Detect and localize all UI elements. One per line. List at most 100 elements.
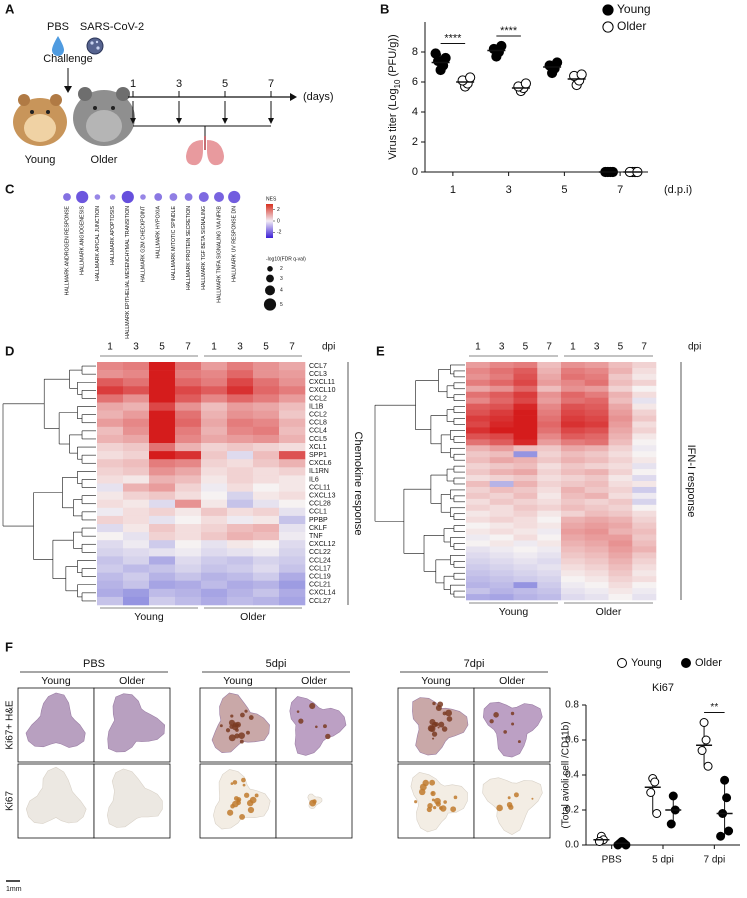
heatmap-cell bbox=[466, 552, 491, 559]
y-axis-label: Virus titer (Log10 (PFU/g)) bbox=[387, 34, 402, 159]
row-label: Ki67+ H&E bbox=[5, 700, 16, 750]
hamster-ear bbox=[116, 87, 130, 101]
row-label: CCL2 bbox=[309, 395, 327, 402]
heatmap-cell bbox=[466, 582, 491, 589]
heatmap-cell bbox=[584, 546, 609, 553]
stained-spot bbox=[296, 710, 300, 713]
column-axis-label: dpi bbox=[322, 342, 335, 353]
heatmap-cell bbox=[632, 486, 657, 494]
heatmap-cell bbox=[632, 510, 657, 517]
heatmap-cell bbox=[561, 403, 586, 410]
heatmap-cell bbox=[632, 576, 657, 583]
heatmap-cell bbox=[584, 379, 609, 387]
heatmap-cell bbox=[489, 379, 514, 387]
heatmap-cell bbox=[489, 540, 514, 547]
heatmap-cell bbox=[227, 475, 254, 484]
heatmap-cell bbox=[201, 499, 228, 509]
row-label: CCL4 bbox=[309, 428, 327, 435]
heatmap-cell bbox=[227, 491, 254, 500]
stained-spot bbox=[511, 722, 515, 726]
row-label: SPP1 bbox=[309, 452, 327, 459]
heatmap-cell bbox=[123, 418, 150, 428]
heatmap-cell bbox=[253, 459, 280, 468]
heatmap-cell bbox=[608, 540, 633, 547]
legend-label: Older bbox=[617, 19, 646, 33]
column-label: 1 bbox=[570, 342, 576, 353]
heatmap-cell bbox=[632, 451, 657, 458]
heatmap-cell bbox=[466, 379, 491, 387]
stained-spot bbox=[496, 804, 503, 812]
heatmap-cell bbox=[175, 572, 202, 581]
group-label: 5dpi bbox=[266, 658, 287, 670]
day-label: 7 bbox=[268, 78, 274, 90]
row-label: CCL1 bbox=[309, 509, 327, 516]
heatmap-cell bbox=[123, 548, 150, 557]
heatmap-cell bbox=[632, 463, 657, 470]
heatmap-cell bbox=[149, 386, 176, 395]
x-tick-label: 5 bbox=[561, 184, 567, 196]
heatmap-cell bbox=[489, 403, 514, 410]
column-label: Young bbox=[223, 675, 253, 687]
heatmap-cell bbox=[123, 580, 150, 590]
row-label: CCL17 bbox=[309, 565, 331, 572]
heatmap-cell bbox=[513, 552, 538, 559]
heatmap-cell bbox=[561, 588, 586, 595]
group-label: Young bbox=[134, 611, 164, 623]
heatmap-cell bbox=[201, 475, 228, 484]
heatmap-cell bbox=[149, 378, 176, 387]
heatmap-cell bbox=[561, 427, 586, 434]
heatmap-cell bbox=[608, 564, 633, 571]
heatmap-cell bbox=[489, 445, 514, 452]
stained-spot bbox=[241, 777, 246, 783]
tissue-section bbox=[106, 768, 163, 828]
heatmap-cell bbox=[561, 594, 586, 601]
heatmap-cell bbox=[608, 486, 633, 494]
heatmap-cell bbox=[584, 362, 609, 369]
heatmap-cell bbox=[489, 486, 514, 494]
heatmap-cell bbox=[537, 492, 562, 500]
heatmap-cell bbox=[608, 522, 633, 529]
heatmap-cell bbox=[608, 379, 633, 387]
heatmap-cell bbox=[513, 558, 538, 565]
heatmap-cell bbox=[201, 451, 228, 460]
arrow-head bbox=[290, 93, 297, 101]
stained-spot bbox=[438, 721, 445, 728]
heatmap-cell bbox=[253, 370, 280, 379]
heatmap-cell bbox=[279, 426, 306, 436]
stained-spot bbox=[443, 800, 447, 804]
heatmap-cell bbox=[608, 403, 633, 410]
heatmap-cell bbox=[201, 564, 228, 573]
heatmap-cell bbox=[227, 378, 254, 387]
row-label: TNF bbox=[309, 533, 323, 540]
heatmap-cell bbox=[537, 439, 562, 446]
heatmap-cell bbox=[201, 515, 228, 525]
heatmap-cell bbox=[253, 580, 280, 590]
heatmap-cell bbox=[513, 397, 538, 404]
heatmap-cell bbox=[279, 394, 306, 403]
tissue-section bbox=[211, 692, 270, 754]
heatmap-cell bbox=[201, 459, 228, 468]
stained-spot bbox=[248, 715, 254, 720]
heatmap-cell bbox=[513, 481, 538, 488]
stained-spot bbox=[510, 711, 515, 716]
column-label: 5 bbox=[159, 342, 165, 353]
heatmap-cell bbox=[561, 528, 586, 535]
heatmap-cell bbox=[201, 507, 228, 517]
colorbar-title: NES bbox=[266, 196, 277, 202]
row-label: CCL19 bbox=[309, 573, 331, 580]
heatmap-cell bbox=[227, 386, 254, 395]
row-label: CCL28 bbox=[309, 501, 331, 508]
heatmap-cell bbox=[227, 499, 254, 509]
row-label: CCL11 bbox=[309, 484, 330, 491]
heatmap-cell bbox=[561, 409, 586, 416]
term-label: HALLMARK MITOTIC SPINDLE bbox=[171, 205, 177, 280]
side-label: Chemokine response bbox=[352, 432, 364, 536]
heatmap-cell bbox=[584, 498, 609, 506]
column-axis-label: dpi bbox=[688, 342, 701, 353]
stained-spot bbox=[445, 709, 453, 717]
chart-title: Ki67 bbox=[652, 682, 674, 694]
day-label: 1 bbox=[130, 78, 136, 90]
stained-spot bbox=[254, 793, 259, 798]
heatmap-cell bbox=[632, 516, 657, 523]
heatmap-cell bbox=[279, 443, 306, 452]
